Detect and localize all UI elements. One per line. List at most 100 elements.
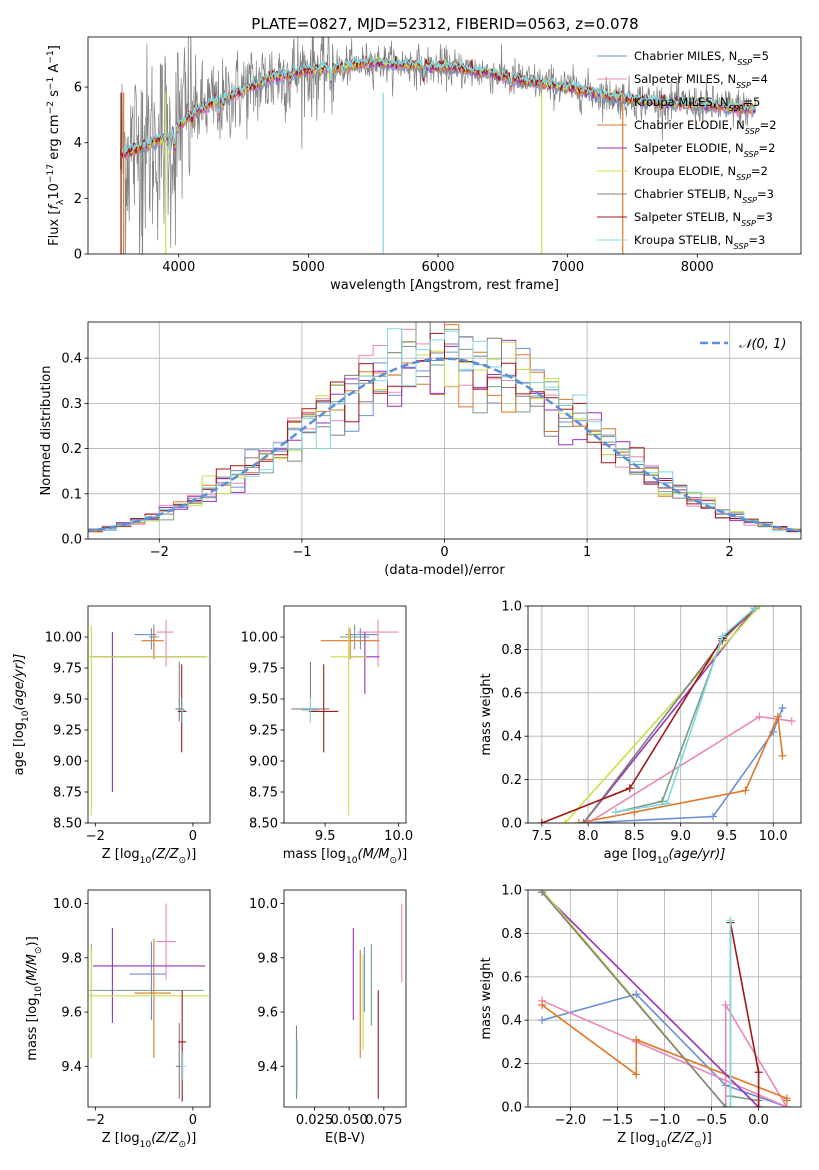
y-axis-label: mass [log10(M/M⊙)]	[25, 936, 44, 1060]
y-axis-label-part: −1	[46, 50, 56, 63]
legend-entry: Kroupa STELIB, NSSP=3	[634, 233, 765, 251]
y-tick-label: 0.2	[501, 773, 522, 788]
y-tick-label: 0.8	[501, 927, 522, 942]
ticks-mass_vs_ebv	[280, 903, 385, 1111]
legend-entry: Salpeter STELIB, NSSP=3	[634, 210, 773, 228]
legend-entry-part: SSP	[737, 58, 752, 67]
errorbar-salpeter_stelib	[308, 664, 339, 753]
spectrum-model-line-kroupa_stelib	[120, 54, 756, 155]
y-tick-label: 10.0	[53, 897, 82, 912]
x-tick-label: 8.5	[624, 829, 645, 844]
weight-line-salpeter_elodie	[541, 891, 760, 1107]
weight-marker	[755, 606, 764, 610]
x-axis-label-part: (Z/Z	[151, 847, 179, 862]
y-tick-label: 0.4	[501, 1014, 522, 1029]
axes-residuals: −2 −1 0 1 2 0.0 0.1 0.2 0.3 0.4 (data-model)/error…	[39, 321, 802, 578]
axes-mass_vs_Z: −2 09.49.69.810.0Z [log10(Z/Z⊙)]mass [log…	[25, 889, 211, 1150]
x-tick-label: 1	[583, 545, 591, 560]
x-tick-label: 4000	[162, 260, 195, 275]
y-tick-label: 2	[74, 192, 82, 207]
y-tick-label: 0.0	[61, 533, 82, 548]
ticks-spectrum	[84, 86, 698, 258]
weight-line-salpeter_miles	[541, 999, 788, 1107]
legend-entry-part: Salpeter STELIB, N	[634, 210, 741, 224]
y-tick-label: 0	[74, 248, 82, 263]
legend-entry-part: =2	[751, 164, 768, 178]
weight-marker	[611, 808, 620, 817]
weight-marker	[538, 1016, 547, 1025]
axes-frame-weight_vs_Z	[527, 889, 802, 1108]
weight-marker	[782, 1096, 791, 1105]
weight-line-kroupa_stelib	[615, 607, 756, 813]
y-axis-label-part: λ	[56, 199, 66, 205]
x-axis-label-part: )]	[186, 1131, 196, 1146]
legend-entry-part: SSP	[742, 196, 757, 205]
x-axis-label-part: )]	[186, 847, 196, 862]
legend-entry-part: =4	[751, 72, 768, 86]
x-tick-label: 10.0	[759, 829, 788, 844]
legend-entry: Salpeter MILES, NSSP=4	[634, 72, 768, 90]
y-tick-label: 9.6	[257, 1006, 278, 1021]
x-axis-label-part: age [log	[604, 847, 657, 862]
y-tick-label: 0.4	[501, 730, 522, 745]
x-tick-label: 0.025	[296, 1113, 333, 1128]
x-axis-label-part: 10	[655, 1140, 667, 1150]
y-axis-label-part: −17	[46, 164, 56, 183]
x-axis-label-part: Z [log	[102, 1131, 140, 1146]
plot-area-weight_vs_age	[537, 606, 796, 823]
x-axis-label-part: ⊙	[179, 1140, 187, 1150]
y-tick-label: 9.75	[249, 662, 278, 677]
legend-entry-part: SSP	[736, 173, 751, 182]
y-axis-label-part: mass [log	[25, 998, 40, 1061]
weight-marker	[726, 916, 735, 925]
y-tick-label: 0.6	[501, 686, 522, 701]
y-tick-label: 8.75	[53, 786, 82, 801]
plot-area-age_vs_Z	[88, 619, 209, 816]
y-tick-label: 0.0	[501, 817, 522, 832]
legend-entry-part: =5	[743, 95, 760, 109]
x-tick-label: −2.0	[555, 1113, 587, 1128]
y-axis-label-part: (age/yr)]	[12, 654, 27, 711]
x-tick-label: 7.5	[532, 829, 553, 844]
histogram-kroupa_stelib	[88, 328, 801, 534]
x-tick-label: 0.075	[365, 1113, 402, 1128]
x-tick-label: 8000	[681, 260, 714, 275]
errorbar-chabrier_miles	[134, 628, 157, 650]
y-tick-label: 4	[74, 136, 82, 151]
ticks-weight_vs_age	[524, 605, 774, 827]
legend-entry-part: Kroupa STELIB, N	[634, 233, 734, 247]
y-tick-label: 0.1	[61, 487, 82, 502]
errorbar-salpeter_miles	[156, 903, 176, 980]
errorbar-salpeter_miles	[156, 619, 174, 667]
legend-entry-part: =2	[760, 118, 777, 132]
errorbar-kroupa_elodie	[88, 625, 209, 816]
weight-marker	[718, 632, 727, 641]
ticks-weight_vs_Z	[524, 889, 760, 1111]
x-tick-label: 7000	[551, 260, 584, 275]
weight-marker	[755, 712, 764, 721]
weight-marker	[754, 1068, 763, 1077]
y-tick-label: 0.0	[501, 1101, 522, 1116]
y-axis-label-part: 10	[34, 986, 44, 998]
y-axis-label-part: −1	[46, 77, 56, 90]
y-tick-label: 6	[74, 81, 82, 96]
legend-entry: Kroupa ELODIE, NSSP=2	[634, 164, 768, 182]
x-axis-label-part: (Z/Z	[151, 1131, 179, 1146]
y-tick-label: 9.8	[257, 951, 278, 966]
y-tick-label: 0.6	[501, 970, 522, 985]
y-axis-label-part: 10	[47, 183, 62, 200]
axes-frame-age_vs_mass	[283, 605, 407, 824]
x-tick-label: 9.5	[315, 829, 336, 844]
weight-marker	[709, 812, 718, 821]
errorbar-chabrier_elodie	[141, 628, 164, 660]
y-axis-label-part: ]	[47, 45, 62, 50]
legend-entry-part: Chabrier MILES, N	[634, 49, 737, 63]
errorbar-chabrier_miles	[129, 941, 167, 1021]
y-axis-label-part: Flux [	[47, 210, 62, 246]
y-axis-label: mass weight	[479, 957, 494, 1039]
weight-marker	[632, 1070, 641, 1079]
legend-entry-part: Chabrier STELIB, N	[634, 187, 742, 201]
legend-entry-part: SSP	[729, 104, 744, 113]
x-tick-label: −1.0	[649, 1113, 681, 1128]
x-tick-label: −1.5	[602, 1113, 634, 1128]
